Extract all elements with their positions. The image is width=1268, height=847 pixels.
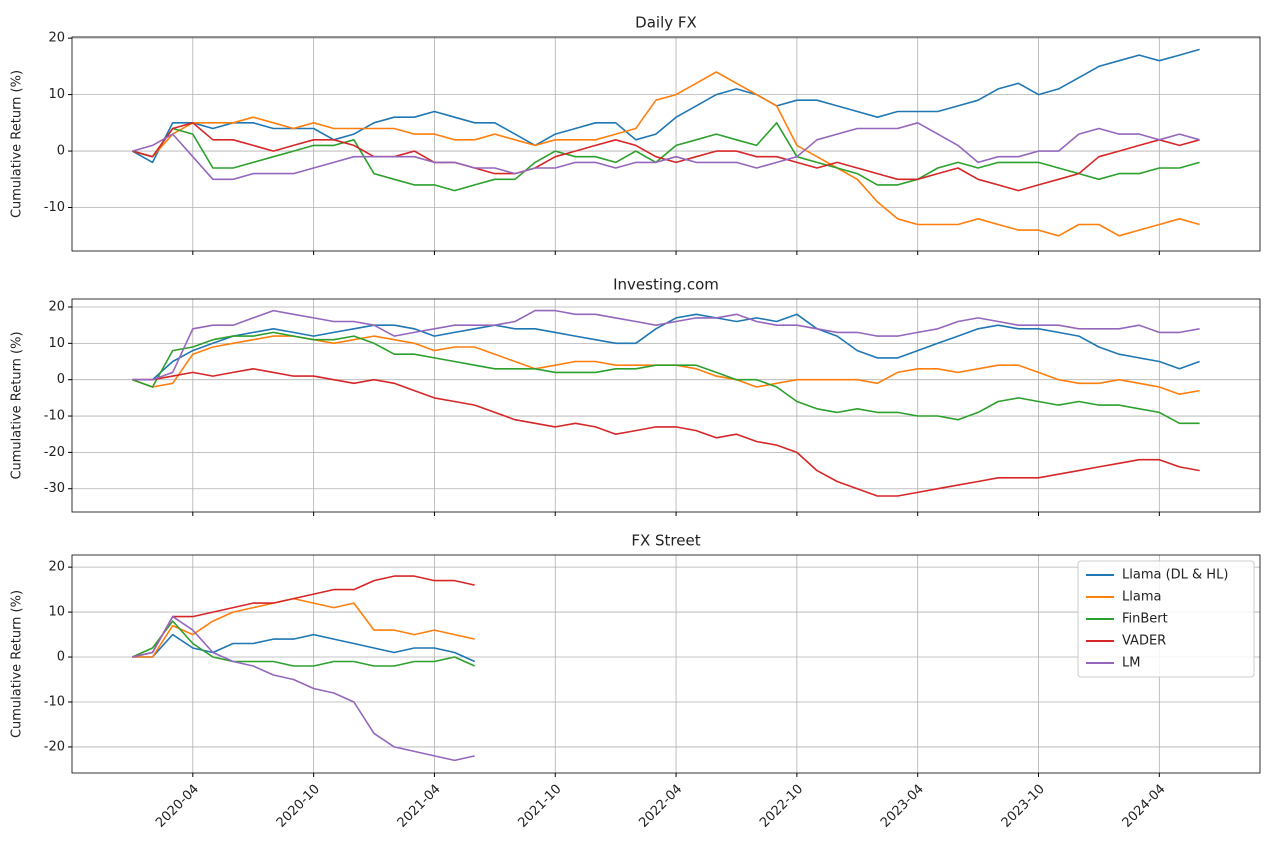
panel: -20 -10 0 10 20 2020-04 2020-10 2021-04 2021-10 2… [10,532,1261,831]
y-axis-label: Cumulative Return (%) [10,590,25,738]
plot-frame [71,554,1261,774]
y-tick-label: -30 [44,481,65,496]
y-tick-label: 0 [57,144,65,159]
chart-title: Daily FX [635,14,697,32]
series-line [132,331,1200,425]
y-axis-label: Cumulative Return (%) [10,331,25,479]
y-tick-label: 0 [57,372,65,387]
y-tick-label: 10 [48,336,65,351]
series-line [132,309,1200,381]
legend-label: LM [1122,656,1140,671]
y-tick-label: 10 [48,605,65,620]
series-line [132,122,1200,192]
series-line [132,71,1200,237]
series-line [132,615,475,762]
panel: -30 -20 -10 0 10 20 Investing.com Cumulative Re… [10,276,1261,516]
x-tick-label: 2020-10 [274,782,323,831]
x-tick-label: 2023-10 [999,782,1048,831]
legend-label: VADER [1122,634,1166,649]
x-tick-label: 2023-04 [878,782,927,831]
chart-title: Investing.com [613,276,719,294]
x-tick-label: 2021-04 [395,782,444,831]
panel: -10 0 10 20 Daily FX Cumulative Return (%) [10,14,1261,255]
y-tick-label: -10 [44,694,65,709]
y-tick-label: -20 [44,445,65,460]
y-tick-label: 0 [57,650,65,665]
legend-box [1077,560,1255,678]
x-tick-label: 2020-04 [153,782,202,831]
x-tick-label: 2022-04 [636,782,685,831]
y-tick-label: -10 [44,200,65,215]
y-tick-label: 10 [48,87,65,102]
series-line [132,620,476,667]
y-tick-label: 20 [48,31,65,46]
plot-frame [71,298,1261,513]
x-tick-label: 2021-10 [516,782,565,831]
y-tick-label: -10 [44,409,65,424]
y-tick-label: 20 [48,560,65,575]
y-tick-label: 20 [48,299,65,314]
series-line [132,633,476,663]
legend-label: Llama [1122,590,1161,605]
y-tick-label: -20 [44,739,65,754]
y-axis-label: Cumulative Return (%) [10,70,25,218]
series-line [132,575,475,658]
legend-label: Llama (DL & HL) [1122,568,1228,583]
legend-label: FinBert [1122,612,1168,627]
plot-frame [71,36,1261,252]
x-tick-label: 2022-10 [757,782,806,831]
series-line [132,368,1200,497]
series-line [132,122,1200,181]
series-line [132,48,1200,164]
x-tick-label: 2024-04 [1120,782,1169,831]
chart-title: FX Street [631,532,700,550]
series-line [132,597,475,658]
series-line [132,122,1200,192]
